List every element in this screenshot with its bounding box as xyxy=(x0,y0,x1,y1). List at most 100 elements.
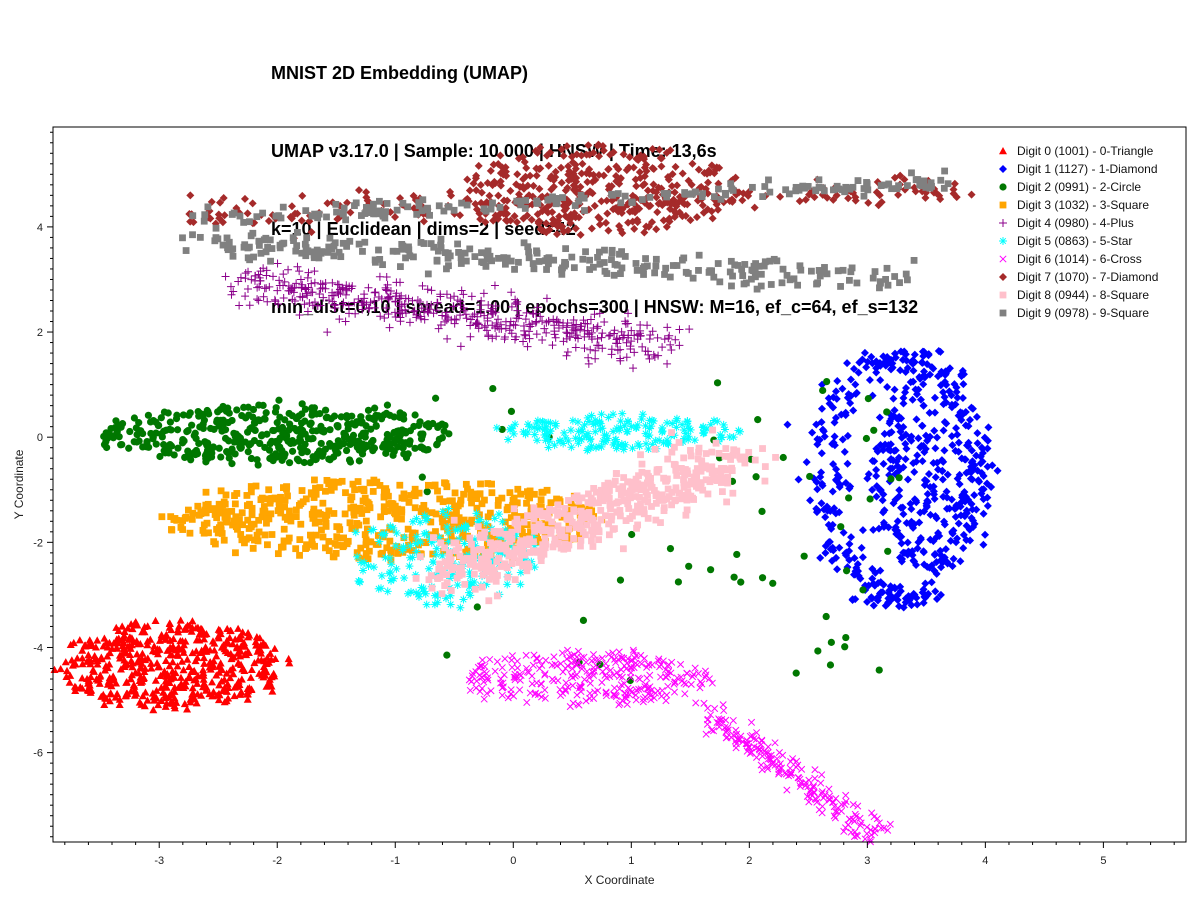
point-digit-4 xyxy=(571,333,580,342)
point-digit-4 xyxy=(416,297,425,306)
point-digit-8 xyxy=(741,453,749,461)
point-digit-7 xyxy=(900,175,909,184)
point-digit-8 xyxy=(542,540,550,548)
point-digit-8 xyxy=(589,530,597,538)
point-digit-4 xyxy=(482,326,491,335)
point-digit-2 xyxy=(194,407,202,416)
point-digit-4 xyxy=(310,267,319,276)
point-digit-3 xyxy=(254,537,262,545)
point-digit-0 xyxy=(162,631,171,639)
point-digit-1 xyxy=(987,483,996,492)
point-digit-4 xyxy=(626,344,635,353)
point-digit-4 xyxy=(297,284,306,293)
point-digit-3 xyxy=(400,490,408,498)
point-digit-8 xyxy=(490,527,498,535)
point-digit-0 xyxy=(210,646,219,654)
point-digit-9 xyxy=(617,270,624,278)
point-digit-9 xyxy=(223,234,231,242)
point-digit-9 xyxy=(383,200,391,207)
point-digit-4 xyxy=(627,337,636,346)
point-digit-5 xyxy=(414,592,423,601)
point-digit-5 xyxy=(419,587,428,596)
point-digit-8 xyxy=(625,505,633,512)
point-digit-8 xyxy=(637,451,644,459)
point-digit-0 xyxy=(78,684,87,692)
point-digit-8 xyxy=(708,476,716,484)
point-digit-5 xyxy=(644,432,653,441)
point-digit-4 xyxy=(507,288,516,297)
point-digit-2 xyxy=(272,404,280,412)
point-digit-1 xyxy=(951,446,960,455)
point-digit-4 xyxy=(488,334,497,343)
point-digit-6 xyxy=(486,655,494,664)
point-digit-6 xyxy=(588,657,596,665)
point-digit-0 xyxy=(221,646,230,655)
point-digit-9 xyxy=(333,208,340,216)
point-digit-7 xyxy=(588,177,597,186)
point-digit-9 xyxy=(406,252,414,260)
point-digit-9 xyxy=(750,262,758,270)
point-digit-1 xyxy=(802,458,811,467)
point-digit-7 xyxy=(419,217,428,226)
point-digit-3 xyxy=(395,545,403,553)
point-digit-7 xyxy=(949,185,958,194)
series-digit-2 xyxy=(100,377,903,685)
point-digit-1 xyxy=(951,503,960,512)
point-digit-4 xyxy=(598,329,607,338)
point-digit-8 xyxy=(693,473,701,481)
point-digit-8 xyxy=(436,574,444,581)
point-digit-7 xyxy=(518,182,527,191)
point-digit-9 xyxy=(632,260,640,267)
point-digit-3 xyxy=(387,556,395,564)
point-digit-1 xyxy=(899,603,908,612)
point-digit-9 xyxy=(816,272,824,280)
point-digit-9 xyxy=(770,255,778,263)
point-digit-6 xyxy=(764,743,772,751)
point-digit-4 xyxy=(422,300,431,309)
point-digit-9 xyxy=(359,247,366,255)
point-digit-1 xyxy=(961,407,970,416)
point-digit-8 xyxy=(724,473,732,481)
point-digit-8 xyxy=(670,443,678,451)
point-digit-5 xyxy=(389,523,398,532)
point-digit-4 xyxy=(284,265,293,274)
point-digit-9 xyxy=(903,276,911,284)
point-digit-3 xyxy=(217,487,225,495)
point-digit-1 xyxy=(940,517,949,526)
point-digit-8 xyxy=(575,521,583,528)
point-digit-2 xyxy=(278,456,286,464)
point-digit-7 xyxy=(625,153,634,162)
point-digit-7 xyxy=(496,151,505,160)
point-digit-0 xyxy=(173,649,182,658)
point-digit-1 xyxy=(961,497,970,506)
point-digit-3 xyxy=(181,514,189,522)
point-digit-4 xyxy=(587,332,596,341)
point-digit-2 xyxy=(355,446,363,454)
point-digit-4 xyxy=(245,301,254,310)
point-digit-0 xyxy=(223,624,232,633)
point-digit-6 xyxy=(711,705,719,713)
point-digit-6 xyxy=(478,684,486,693)
point-digit-4 xyxy=(595,309,604,318)
point-digit-5 xyxy=(583,446,592,455)
point-digit-1 xyxy=(952,388,961,397)
point-digit-5 xyxy=(423,514,432,523)
point-digit-9 xyxy=(582,248,589,256)
point-digit-6 xyxy=(522,651,530,659)
point-digit-3 xyxy=(340,534,347,542)
point-digit-1 xyxy=(818,481,827,490)
point-digit-0 xyxy=(147,659,156,667)
point-digit-9 xyxy=(611,261,619,268)
point-digit-6 xyxy=(694,670,702,678)
point-digit-5 xyxy=(453,525,462,534)
point-digit-5 xyxy=(541,436,550,445)
point-digit-4 xyxy=(425,305,434,314)
point-digit-0 xyxy=(201,686,210,694)
point-digit-5 xyxy=(494,548,503,557)
point-digit-7 xyxy=(949,189,958,198)
point-digit-6 xyxy=(818,788,826,796)
point-digit-8 xyxy=(482,566,490,574)
point-digit-7 xyxy=(576,230,585,239)
point-digit-6 xyxy=(605,650,613,658)
point-digit-5 xyxy=(411,539,420,548)
